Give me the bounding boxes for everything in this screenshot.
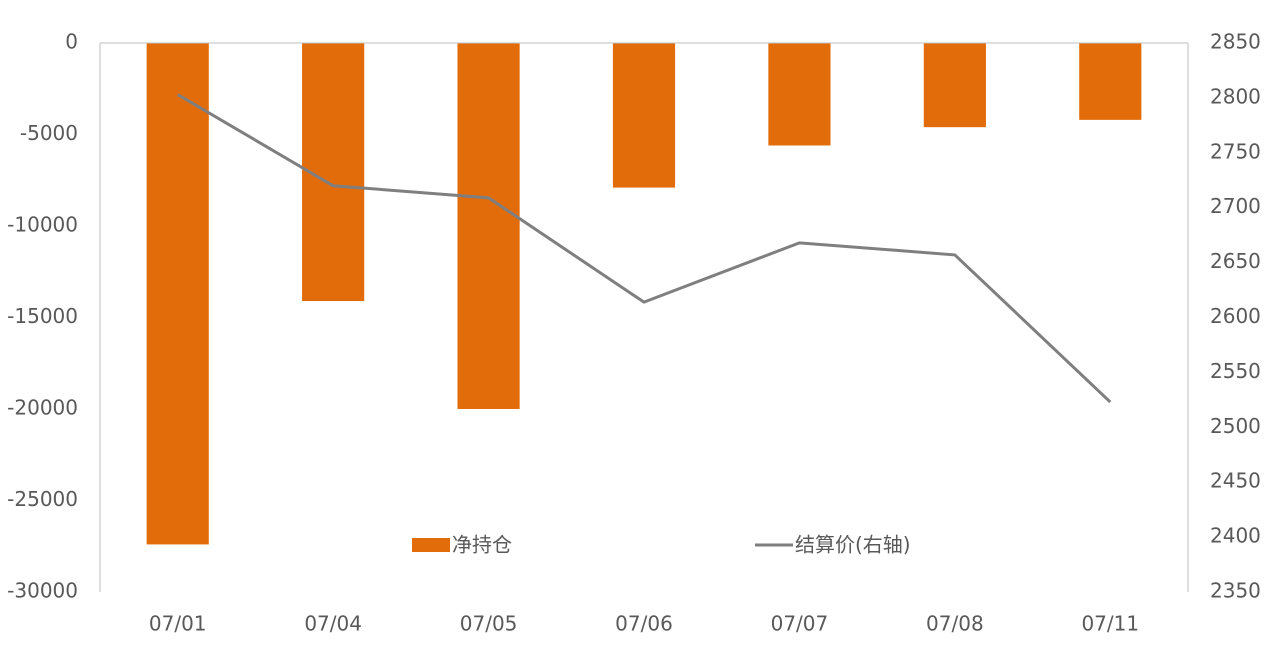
x-tick-label: 07/07 <box>771 612 829 636</box>
y2-tick-label: 2350 <box>1210 579 1261 603</box>
y2-tick-label: 2850 <box>1210 30 1261 54</box>
x-tick-label: 07/04 <box>304 612 362 636</box>
x-tick-label: 07/01 <box>149 612 207 636</box>
bar <box>612 43 676 188</box>
y2-tick-label: 2650 <box>1210 249 1261 273</box>
y2-tick-label: 2400 <box>1210 524 1261 548</box>
legend-label: 结算价(右轴) <box>795 533 911 557</box>
y-tick-label: -10000 <box>7 213 78 237</box>
y-tick-label: -20000 <box>7 396 78 420</box>
bar <box>457 43 520 409</box>
y-tick-label: -30000 <box>7 579 78 603</box>
x-tick-label: 07/08 <box>926 612 984 636</box>
y2-tick-label: 2550 <box>1210 359 1261 383</box>
y-tick-label: -25000 <box>7 487 78 511</box>
y2-tick-label: 2500 <box>1210 414 1261 438</box>
y-tick-label: -15000 <box>7 304 78 328</box>
x-tick-label: 07/11 <box>1081 612 1139 636</box>
legend-label: 净持仓 <box>452 533 512 557</box>
y2-tick-label: 2450 <box>1210 469 1261 493</box>
bar <box>1079 43 1142 120</box>
bar <box>146 43 209 545</box>
y2-tick-label: 2700 <box>1210 194 1261 218</box>
y2-tick-label: 2600 <box>1210 304 1261 328</box>
y2-tick-label: 2800 <box>1210 84 1261 108</box>
y2-tick-label: 2750 <box>1210 139 1261 163</box>
x-tick-label: 07/06 <box>615 612 673 636</box>
bar <box>768 43 831 146</box>
line <box>176 93 1112 404</box>
y-tick-label: -5000 <box>20 121 78 145</box>
bar <box>923 43 986 128</box>
x-tick-label: 07/05 <box>460 612 518 636</box>
y-tick-label: 0 <box>65 30 78 54</box>
legend-swatch <box>412 538 450 552</box>
